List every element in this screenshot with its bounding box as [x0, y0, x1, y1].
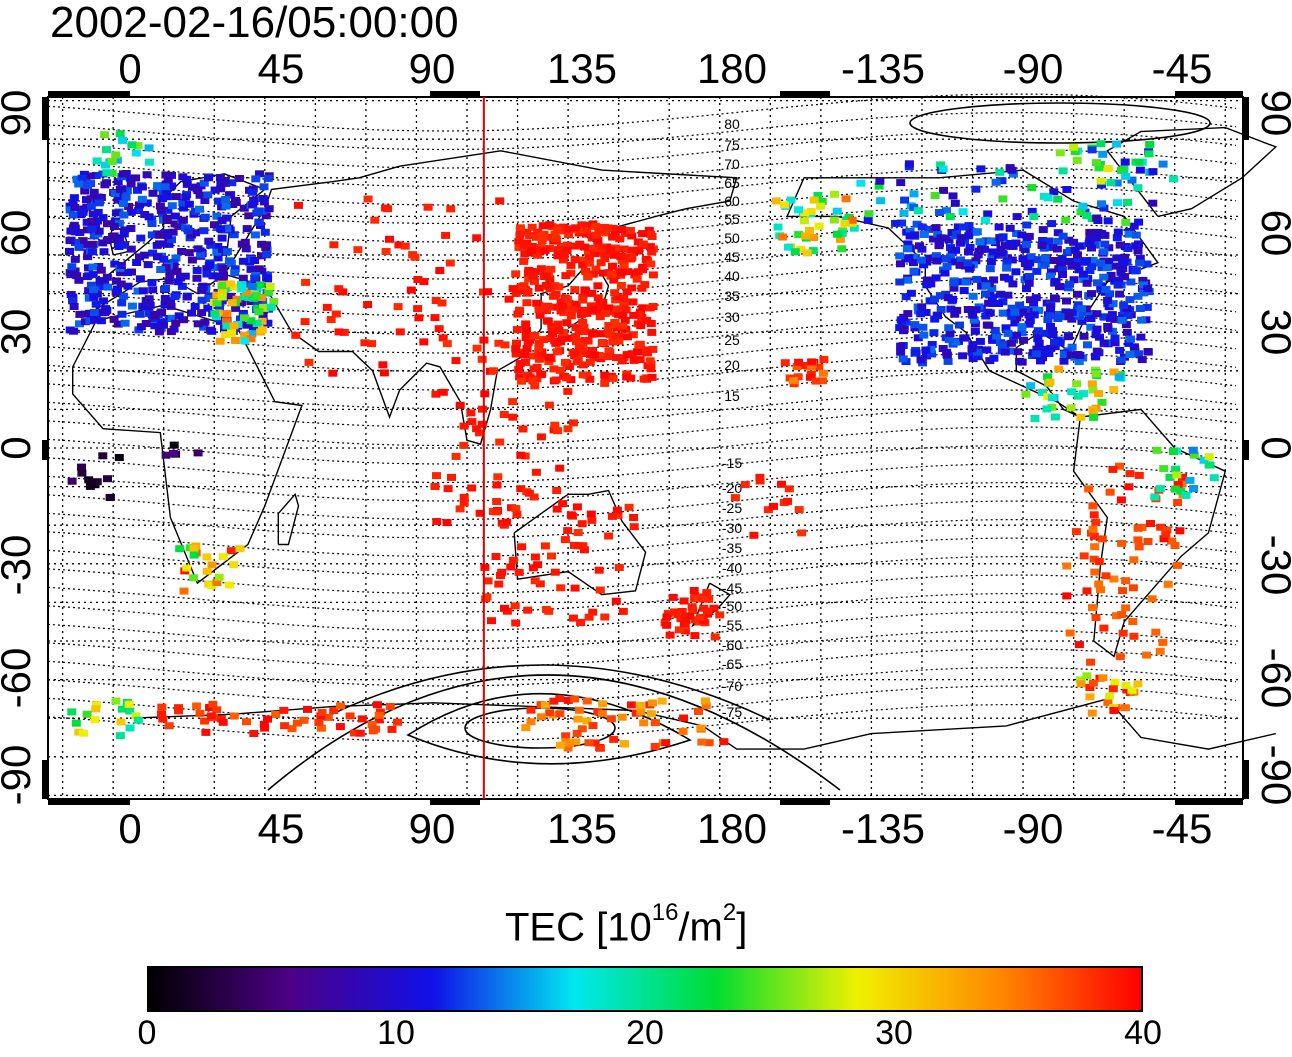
contour-label: 70: [724, 156, 740, 172]
top-lon-label: -135: [841, 45, 925, 92]
contour-label: 30: [724, 309, 740, 325]
right-lat-label: -30: [1253, 535, 1292, 596]
contour-label: 45: [724, 249, 740, 265]
left-lat-label: -30: [0, 535, 39, 596]
left-lat-label: 90: [0, 90, 39, 137]
coastline: [277, 492, 300, 546]
left-lat-label: -60: [0, 648, 39, 709]
contour-label: -60: [722, 637, 742, 653]
left-lat-label: 60: [0, 210, 39, 257]
colorbar-tick-label: 20: [626, 1014, 664, 1052]
contour-label: 50: [724, 230, 740, 246]
bottom-lon-label: -135: [841, 805, 925, 852]
colorbar-tick-label: 0: [137, 1014, 157, 1052]
top-lon-label: 135: [547, 45, 617, 92]
right-lat-label: 60: [1253, 210, 1292, 257]
colorbar: [147, 966, 1143, 1012]
map-title: 2002-02-16/05:00:00: [50, 0, 459, 47]
coastline: [72, 304, 303, 585]
top-lon-label: 0: [118, 45, 141, 92]
bottom-lon-label: 90: [409, 805, 456, 852]
colorbar-tick-label: 40: [1124, 1014, 1162, 1052]
top-lon-label: 45: [258, 45, 305, 92]
right-lat-label: -90: [1253, 745, 1292, 806]
bottom-lon-label: -90: [1003, 805, 1064, 852]
right-lat-label: 30: [1253, 309, 1292, 356]
top-lon-label: 180: [697, 45, 767, 92]
contour-label: -50: [722, 598, 742, 614]
contour-label: -40: [722, 560, 742, 576]
contour-label: 60: [724, 193, 740, 209]
contour-label: -75: [722, 704, 742, 720]
left-lat-label: 30: [0, 309, 39, 356]
contour-label: -20: [722, 480, 742, 496]
contour-label: -15: [722, 455, 742, 471]
bottom-lon-label: 135: [547, 805, 617, 852]
contour-label: 80: [724, 116, 740, 132]
contour-label: 15: [724, 388, 740, 404]
right-lat-label: 0: [1253, 436, 1292, 459]
coastline: [223, 150, 738, 445]
coastline: [1072, 408, 1227, 658]
bottom-lon-label: -45: [1152, 805, 1213, 852]
contour-label: 20: [724, 357, 740, 373]
contour-label: 75: [724, 137, 740, 153]
colorbar-tick-label: 10: [377, 1014, 415, 1052]
tec-cells: [65, 130, 1219, 752]
colorbar-tick-label: 30: [875, 1014, 913, 1052]
bottom-lon-label: 45: [258, 805, 305, 852]
bottom-lon-label: 0: [118, 805, 141, 852]
contour-label: 55: [724, 211, 740, 227]
contour-label: -25: [722, 500, 742, 516]
frame-tick-bars: [42, 91, 1249, 805]
contour-label: -70: [722, 678, 742, 694]
left-lat-label: -90: [0, 745, 39, 806]
contour-label: 40: [724, 268, 740, 284]
contour-label: -30: [722, 520, 742, 536]
top-lon-label: -45: [1152, 45, 1213, 92]
contour-label: -65: [722, 656, 742, 672]
top-lon-label: 90: [409, 45, 456, 92]
contour-label: -55: [722, 617, 742, 633]
contour-label: -35: [722, 540, 742, 556]
contour-label: -45: [722, 580, 742, 596]
bottom-lon-label: 180: [697, 805, 767, 852]
coastline: [129, 698, 1276, 750]
left-lat-label: 0: [0, 436, 39, 459]
contour-label: 35: [724, 288, 740, 304]
right-lat-label: 90: [1253, 90, 1292, 137]
contour-label: 25: [724, 332, 740, 348]
contour-labels: 8075706560555045403530252015-15-20-25-30…: [722, 116, 742, 720]
right-lat-label: -60: [1253, 648, 1292, 709]
top-lon-label: -90: [1003, 45, 1064, 92]
colorbar-title: TEC [1016/m2]: [505, 899, 748, 950]
